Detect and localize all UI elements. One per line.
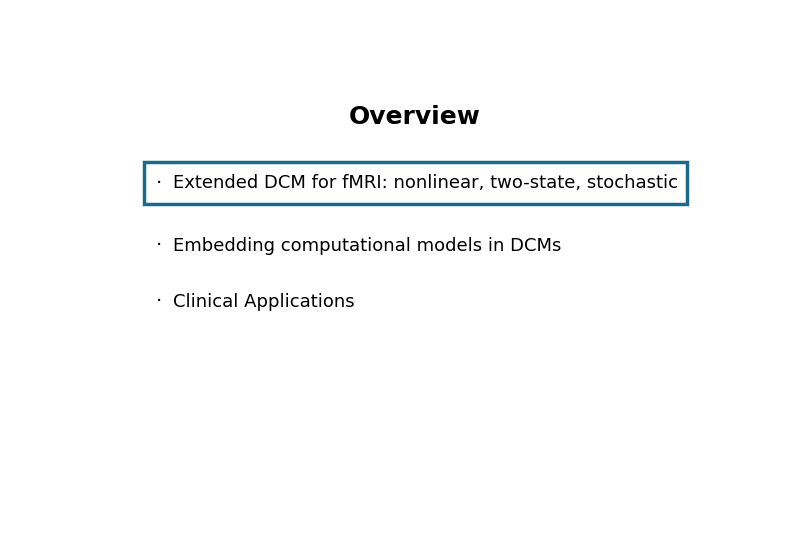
Text: Extended DCM for fMRI: nonlinear, two-state, stochastic: Extended DCM for fMRI: nonlinear, two-st… (173, 174, 679, 192)
Text: ·: · (156, 292, 162, 311)
FancyBboxPatch shape (144, 162, 687, 204)
Text: Embedding computational models in DCMs: Embedding computational models in DCMs (173, 237, 562, 255)
Text: ·: · (156, 236, 162, 255)
Text: Clinical Applications: Clinical Applications (173, 293, 355, 311)
Text: Overview: Overview (349, 105, 481, 129)
Text: ·: · (156, 174, 162, 193)
